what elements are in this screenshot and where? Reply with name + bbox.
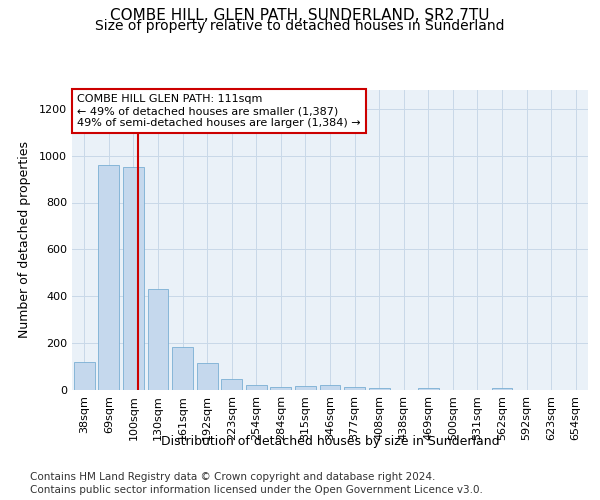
Bar	[172, 346, 193, 390]
Bar	[148, 289, 169, 390]
Bar	[418, 388, 439, 390]
Bar	[246, 386, 267, 390]
Text: Size of property relative to detached houses in Sunderland: Size of property relative to detached ho…	[95, 19, 505, 33]
Bar	[368, 388, 389, 390]
Bar	[320, 386, 340, 390]
Bar	[271, 387, 292, 390]
Bar	[123, 168, 144, 390]
Text: COMBE HILL, GLEN PATH, SUNDERLAND, SR2 7TU: COMBE HILL, GLEN PATH, SUNDERLAND, SR2 7…	[110, 8, 490, 22]
Bar	[344, 387, 365, 390]
Y-axis label: Number of detached properties: Number of detached properties	[17, 142, 31, 338]
Bar	[295, 386, 316, 390]
Text: Distribution of detached houses by size in Sunderland: Distribution of detached houses by size …	[161, 435, 499, 448]
Bar	[221, 379, 242, 390]
Text: COMBE HILL GLEN PATH: 111sqm
← 49% of detached houses are smaller (1,387)
49% of: COMBE HILL GLEN PATH: 111sqm ← 49% of de…	[77, 94, 361, 128]
Text: Contains HM Land Registry data © Crown copyright and database right 2024.: Contains HM Land Registry data © Crown c…	[30, 472, 436, 482]
Bar	[197, 363, 218, 390]
Text: Contains public sector information licensed under the Open Government Licence v3: Contains public sector information licen…	[30, 485, 483, 495]
Bar	[74, 362, 95, 390]
Bar	[98, 165, 119, 390]
Bar	[491, 388, 512, 390]
